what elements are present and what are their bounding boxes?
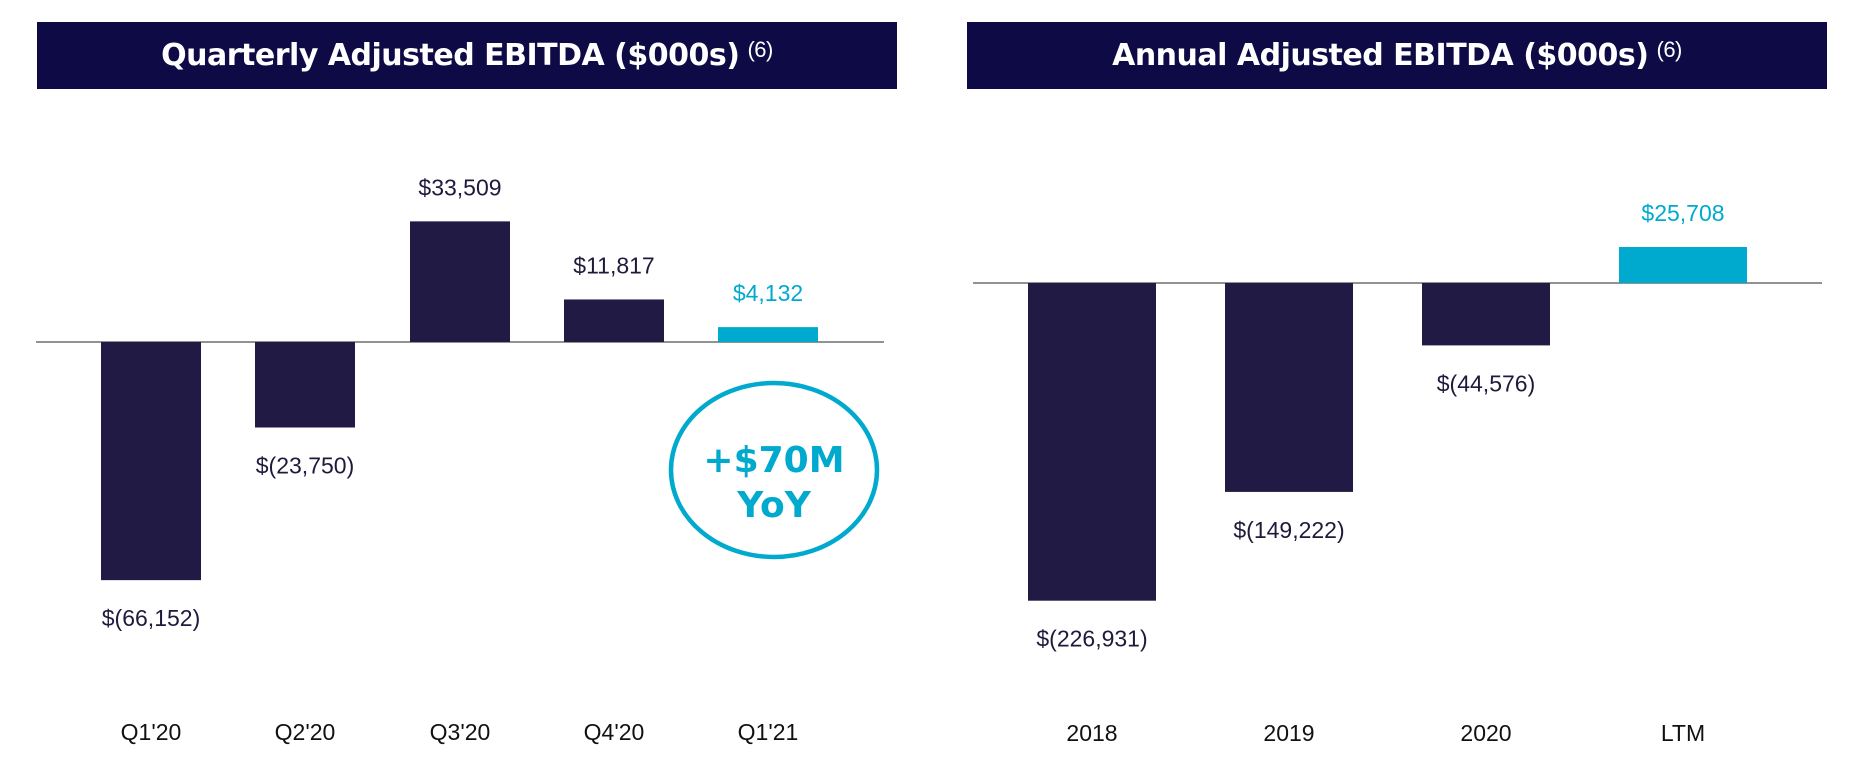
quarterly-value-label-3: $11,817	[573, 252, 654, 278]
quarterly-bar-1	[255, 342, 355, 428]
quarterly-value-label-0: $(66,152)	[102, 605, 200, 631]
quarterly-bar-2	[410, 221, 510, 342]
annual-bar-2	[1422, 283, 1550, 346]
annual-title-text: Annual Adjusted EBITDA ($000s)	[1112, 38, 1649, 73]
annual-title-note: (6)	[1656, 36, 1683, 62]
quarterly-bar-4	[718, 327, 818, 342]
quarterly-tick-label-1: Q2'20	[275, 719, 336, 745]
quarterly-chart-title: Quarterly Adjusted EBITDA ($000s) (6)	[37, 22, 897, 89]
quarterly-tick-label-4: Q1'21	[738, 719, 799, 745]
annual-value-label-3: $25,708	[1641, 200, 1724, 226]
annual-value-label-2: $(44,576)	[1437, 370, 1535, 396]
quarterly-title-note: (6)	[747, 36, 773, 62]
quarterly-value-label-4: $4,132	[733, 280, 803, 306]
annual-chart-title: Annual Adjusted EBITDA ($000s) (6)	[967, 22, 1827, 89]
annual-tick-label-1: 2019	[1263, 720, 1314, 746]
annual-tick-label-2: 2020	[1460, 720, 1511, 746]
yoy-callout-line1: +$70M	[703, 440, 844, 481]
annual-value-label-0: $(226,931)	[1036, 626, 1147, 652]
annual-value-label-1: $(149,222)	[1233, 517, 1344, 543]
quarterly-value-label-1: $(23,750)	[256, 453, 354, 479]
annual-tick-label-3: LTM	[1661, 720, 1705, 746]
quarterly-tick-label-3: Q4'20	[584, 719, 645, 745]
quarterly-title-text: Quarterly Adjusted EBITDA ($000s)	[161, 38, 740, 73]
quarterly-tick-label-0: Q1'20	[121, 719, 182, 745]
quarterly-value-label-2: $33,509	[418, 174, 501, 200]
yoy-callout-circle	[668, 380, 880, 560]
quarterly-bar-3	[564, 299, 664, 342]
annual-bar-1	[1225, 283, 1353, 492]
annual-bar-3	[1619, 247, 1747, 283]
quarterly-bar-0	[101, 342, 201, 581]
annual-tick-label-0: 2018	[1066, 720, 1117, 746]
quarterly-tick-label-2: Q3'20	[430, 719, 491, 745]
annual-bar-0	[1028, 283, 1156, 601]
yoy-callout-line2: YoY	[736, 485, 811, 526]
